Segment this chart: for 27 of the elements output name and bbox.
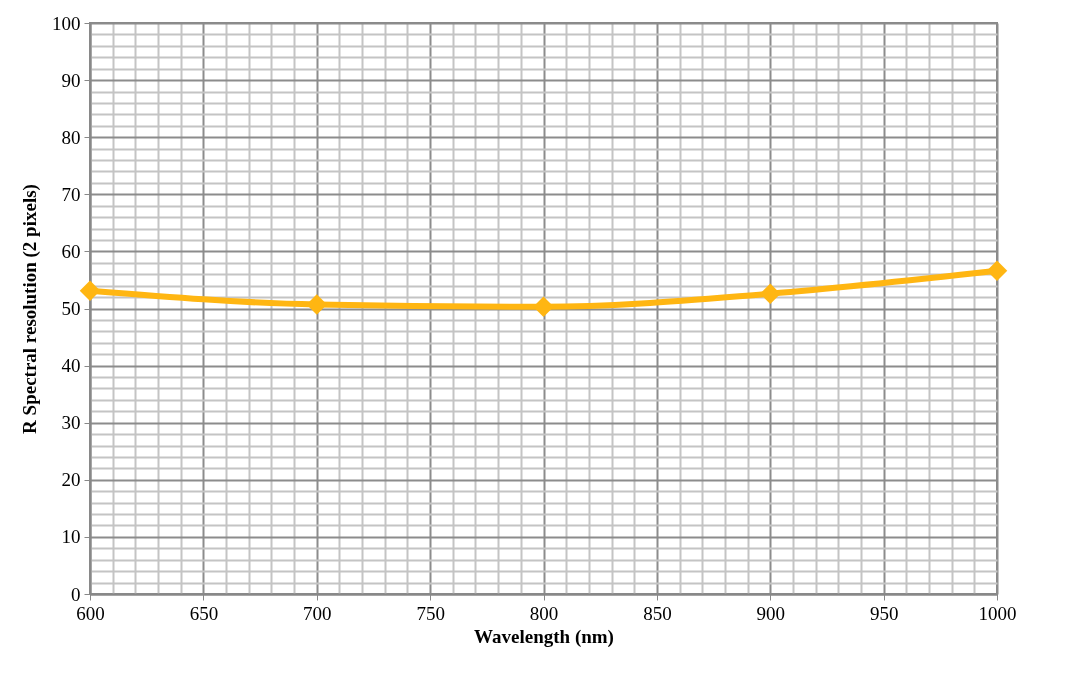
y-tick-label: 40 (61, 355, 81, 377)
y-axis-title: R Spectral resolution (2 pixels) (19, 184, 41, 434)
x-tick-label: 1000 (978, 602, 1017, 624)
y-tick-label: 70 (61, 183, 81, 205)
x-axis-title: Wavelength (nm) (474, 625, 614, 648)
x-tick-label: 650 (189, 602, 219, 624)
y-tick-label: 30 (61, 412, 81, 434)
point (986, 260, 1008, 282)
y-tick-label: 100 (52, 12, 81, 34)
point (760, 283, 781, 304)
x-tick-label: 800 (529, 602, 559, 624)
y-tick-label: 10 (61, 526, 81, 548)
y-tick-label: 0 (71, 583, 81, 605)
y-tick-label: 80 (61, 126, 81, 148)
y-tick-label: 90 (61, 69, 81, 91)
x-tick-label: 900 (756, 602, 785, 624)
y-tick-label: 20 (61, 469, 81, 491)
x-tick-label: 950 (869, 602, 899, 624)
x-tick-label: 600 (76, 602, 105, 624)
x-tick-label: 750 (416, 602, 445, 624)
y-tick-label: 60 (61, 240, 81, 262)
x-tick-label: 700 (303, 602, 332, 624)
point (533, 296, 554, 318)
point (306, 294, 327, 315)
x-tick-label: 850 (643, 602, 672, 624)
y-tick-label: 50 (61, 298, 81, 319)
point (79, 280, 101, 302)
